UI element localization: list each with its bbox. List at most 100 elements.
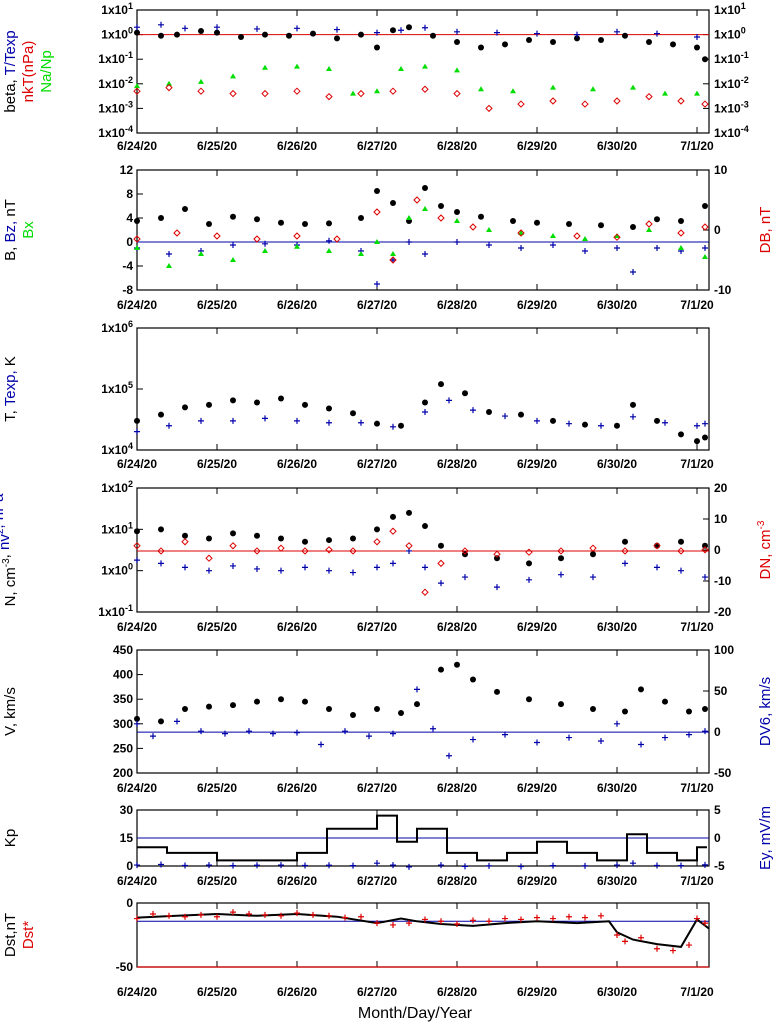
data-point bbox=[614, 233, 620, 238]
data-point bbox=[462, 863, 468, 870]
y-tick-label: 1x10-3 bbox=[98, 99, 133, 115]
data-point bbox=[150, 733, 156, 740]
data-point bbox=[150, 910, 156, 917]
series-plus-1 bbox=[134, 21, 700, 40]
data-point bbox=[702, 434, 708, 441]
data-point bbox=[173, 229, 181, 237]
data-point bbox=[302, 564, 308, 571]
data-point bbox=[230, 909, 236, 916]
data-point bbox=[389, 527, 397, 535]
data-point bbox=[534, 219, 540, 226]
data-point bbox=[622, 560, 628, 567]
series-tri-2 bbox=[134, 206, 708, 268]
data-point bbox=[254, 216, 260, 223]
data-point bbox=[357, 89, 365, 98]
data-point bbox=[406, 215, 412, 220]
data-point bbox=[326, 220, 332, 227]
x-tick-label: 6/30/20 bbox=[597, 620, 637, 634]
data-point bbox=[261, 89, 269, 98]
data-point bbox=[198, 417, 204, 424]
data-point bbox=[278, 862, 284, 869]
x-tick-label: 6/24/20 bbox=[117, 874, 157, 888]
data-point bbox=[197, 87, 205, 95]
y-axis-label-2: Dst* bbox=[20, 921, 37, 950]
x-tick-label: 6/27/20 bbox=[357, 620, 397, 634]
data-point bbox=[590, 706, 596, 713]
y-tick-label: 1x10-1 bbox=[98, 603, 133, 619]
data-point bbox=[294, 25, 300, 32]
y-tick-label-right: 10 bbox=[714, 163, 728, 177]
x-tick-label: 6/24/20 bbox=[117, 457, 157, 471]
data-point bbox=[206, 221, 212, 227]
data-point bbox=[278, 219, 284, 226]
data-point bbox=[574, 31, 580, 38]
x-tick-label: 6/26/20 bbox=[277, 139, 317, 153]
y-tick-label-right: 20 bbox=[714, 481, 728, 495]
y-tick-label-right: -5 bbox=[714, 859, 725, 873]
y-tick-label: 1x101 bbox=[101, 520, 133, 536]
data-point bbox=[485, 104, 493, 113]
data-point bbox=[517, 100, 525, 108]
data-point bbox=[582, 914, 588, 921]
data-point bbox=[214, 913, 220, 920]
data-point bbox=[470, 407, 476, 414]
x-tick-label: 6/27/20 bbox=[357, 985, 397, 999]
x-tick-label: 6/24/20 bbox=[117, 781, 157, 795]
data-point bbox=[686, 731, 692, 738]
data-point bbox=[230, 257, 236, 262]
series-diamond-3 bbox=[133, 196, 709, 264]
y-tick-label: -8 bbox=[122, 283, 133, 297]
data-point bbox=[702, 728, 708, 735]
data-point bbox=[494, 584, 500, 591]
series-line bbox=[137, 814, 707, 862]
data-point bbox=[214, 29, 220, 36]
data-point bbox=[502, 731, 508, 738]
series-tri-2 bbox=[134, 63, 700, 96]
data-point bbox=[326, 706, 332, 713]
plot-frame bbox=[136, 649, 710, 774]
data-point bbox=[430, 32, 436, 39]
x-tick-label: 6/29/20 bbox=[517, 620, 557, 634]
data-point bbox=[206, 703, 212, 710]
data-point bbox=[702, 706, 708, 713]
x-tick-label: 6/24/20 bbox=[117, 985, 157, 999]
data-point bbox=[454, 218, 460, 223]
data-point bbox=[254, 862, 260, 869]
data-point bbox=[262, 31, 268, 38]
data-point bbox=[677, 547, 685, 555]
y-axis-label: T, Texp, K bbox=[2, 356, 19, 422]
data-point bbox=[406, 863, 412, 870]
data-point bbox=[229, 89, 237, 98]
data-point bbox=[421, 85, 429, 93]
data-point bbox=[302, 221, 308, 227]
data-point bbox=[405, 542, 413, 550]
data-point bbox=[614, 932, 620, 938]
data-point bbox=[558, 555, 564, 562]
data-point bbox=[374, 281, 380, 287]
data-point bbox=[614, 862, 620, 869]
panel-T: 6/24/20 6/25/20 6/26/20 6/27/20 6/28/20 6/29/… bbox=[2, 319, 714, 471]
data-point bbox=[590, 86, 596, 92]
data-point bbox=[358, 251, 364, 256]
y-axis-label: B, Bz, nT bbox=[2, 199, 19, 261]
data-point bbox=[350, 862, 356, 869]
data-point bbox=[398, 709, 404, 716]
x-tick-label: 7/1/20 bbox=[680, 620, 714, 634]
y-tick-label: 200 bbox=[113, 766, 133, 780]
series-dot-0 bbox=[134, 24, 708, 63]
x-tick-label: 6/29/20 bbox=[517, 298, 557, 312]
data-point bbox=[301, 547, 309, 555]
data-point bbox=[262, 248, 268, 253]
data-point bbox=[206, 567, 212, 574]
x-tick-label: 6/26/20 bbox=[277, 457, 317, 471]
y-axis-label-right: Ey, mV/m bbox=[757, 806, 774, 870]
data-point bbox=[302, 698, 308, 705]
data-point bbox=[486, 408, 492, 415]
data-point bbox=[294, 910, 300, 917]
data-point bbox=[310, 30, 316, 37]
data-point bbox=[701, 546, 709, 554]
data-point bbox=[518, 916, 524, 923]
y-tick-label-right: 50 bbox=[714, 684, 728, 698]
y-tick-label-right: 0 bbox=[714, 725, 721, 739]
data-point bbox=[293, 87, 301, 95]
